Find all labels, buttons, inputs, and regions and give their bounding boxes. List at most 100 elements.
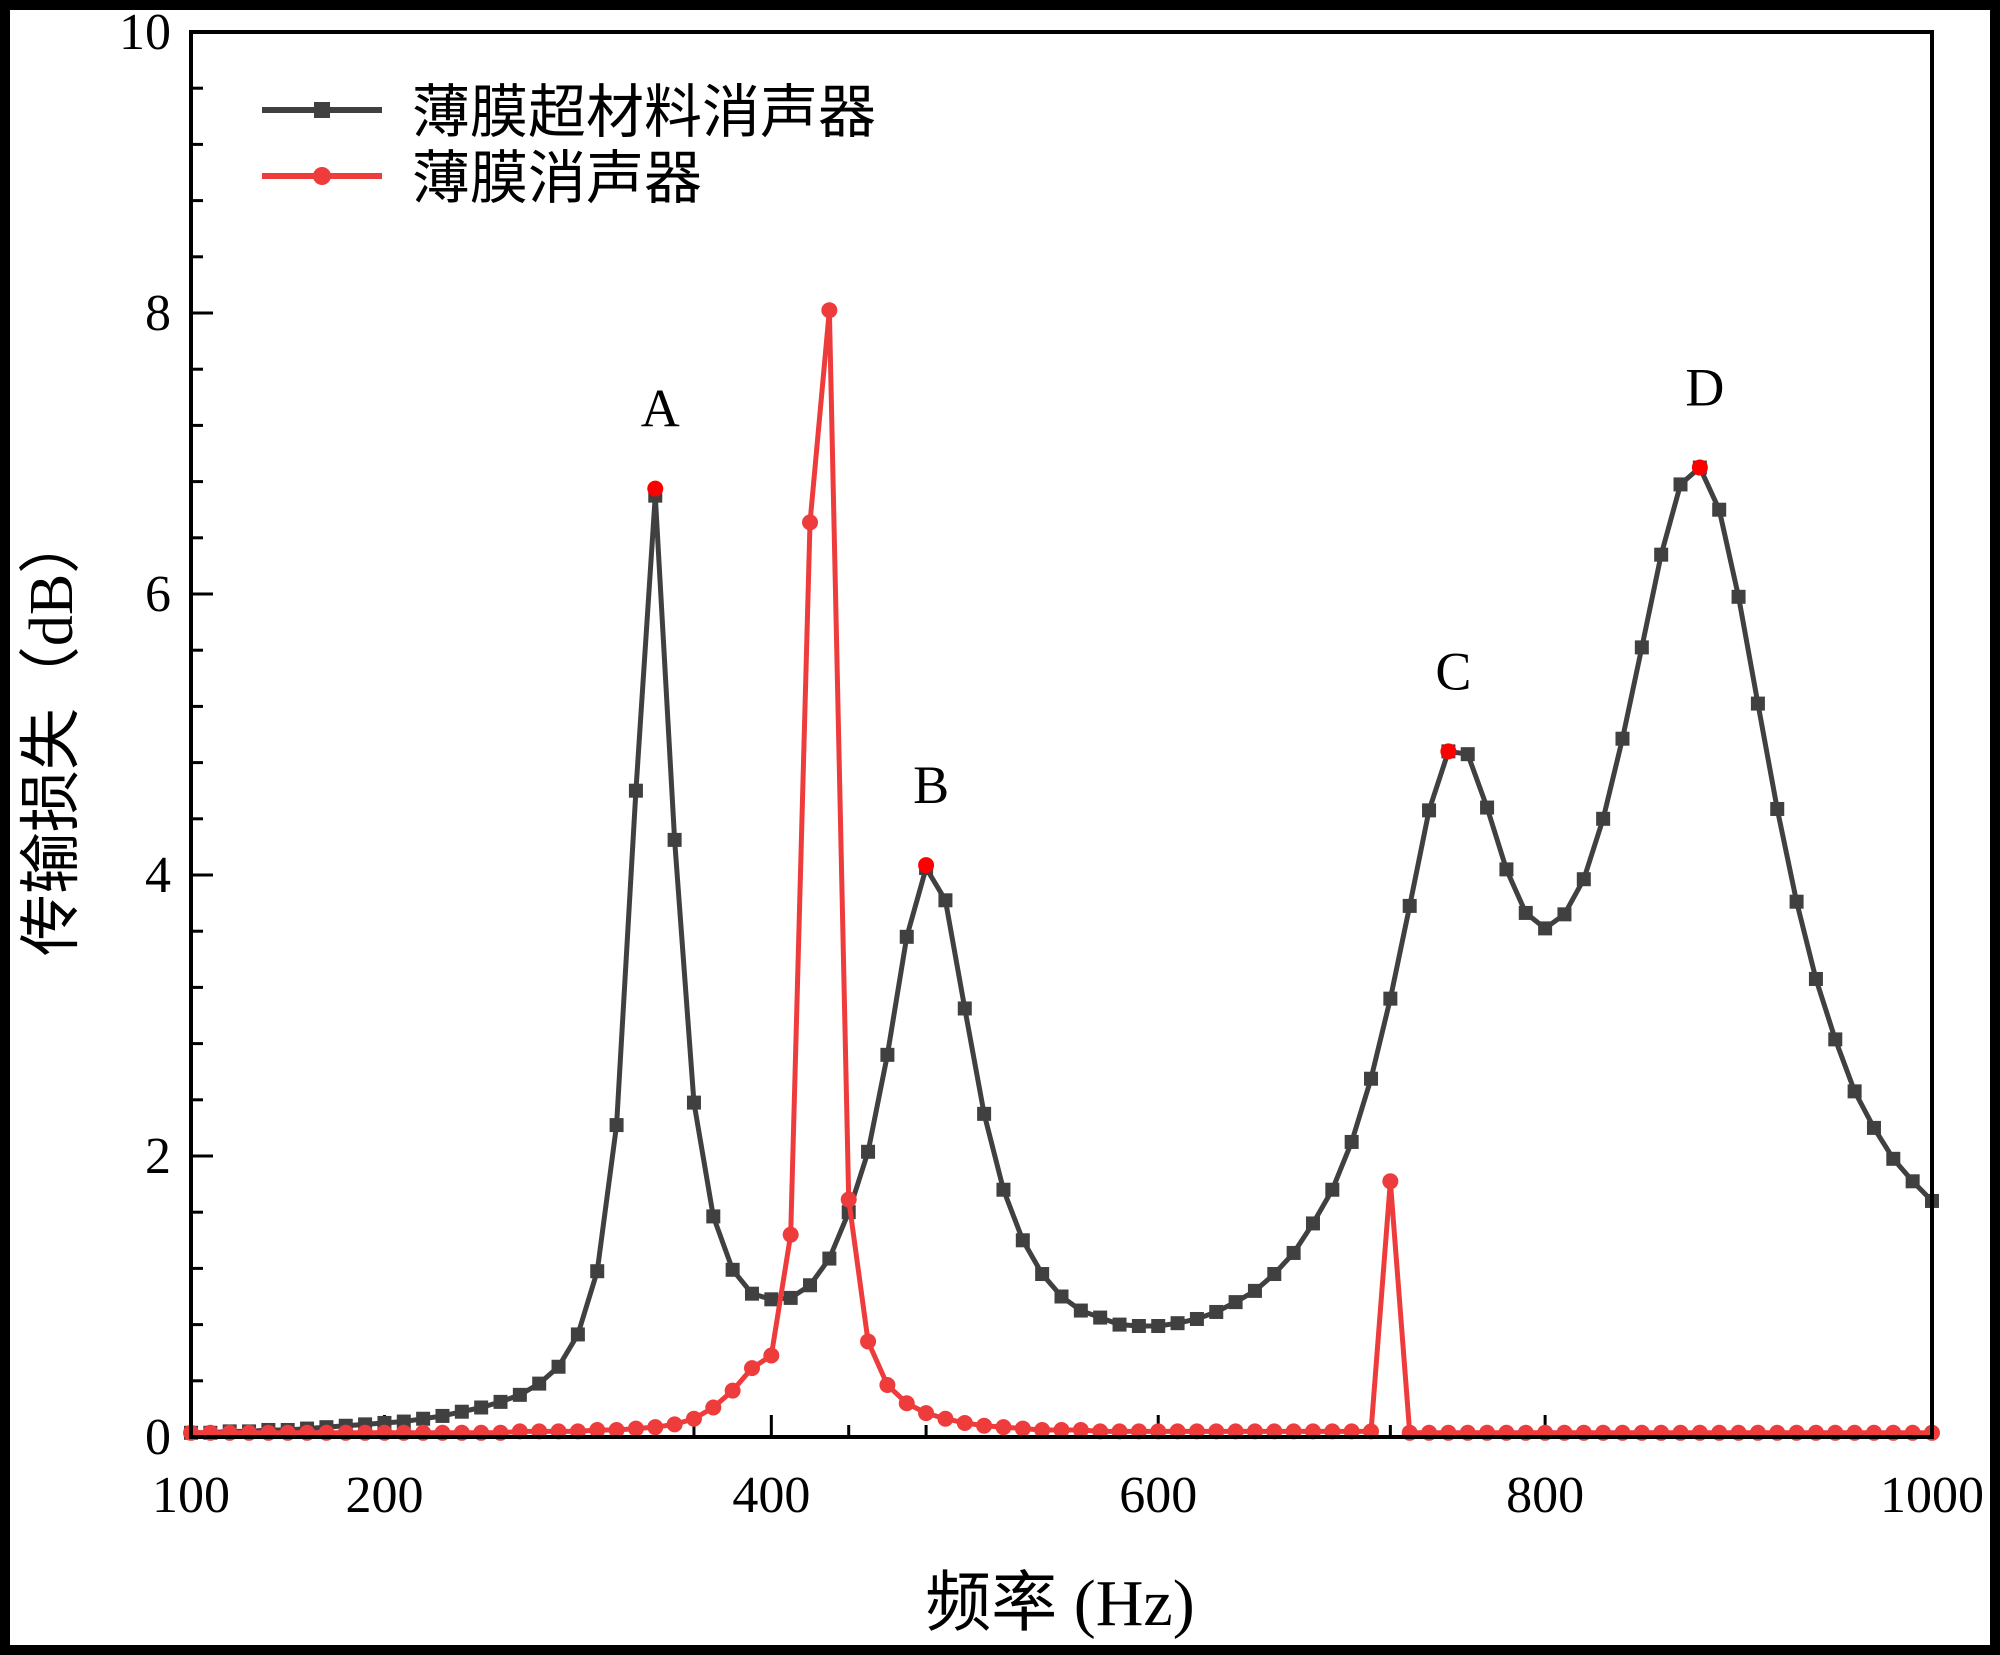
data-point: [763, 1347, 780, 1364]
y-tick-label: 0: [145, 1409, 171, 1466]
data-point: [1886, 1151, 1901, 1166]
data-point: [1499, 862, 1514, 877]
data-point: [996, 1182, 1011, 1197]
legend-marker: [314, 102, 330, 118]
data-point: [1247, 1283, 1262, 1298]
data-point: [1072, 1421, 1089, 1438]
data-point: [1673, 477, 1688, 492]
x-axis-label: 频率 (Hz): [925, 1567, 1194, 1640]
legend-label: 薄膜超材料消声器: [412, 80, 876, 145]
figure-background: [10, 10, 1990, 1645]
data-point: [1576, 872, 1591, 887]
data-point: [1808, 971, 1823, 986]
data-point: [821, 302, 838, 319]
data-point: [1073, 1303, 1088, 1318]
peak-label: C: [1435, 641, 1471, 701]
data-point: [1634, 640, 1649, 655]
data-point: [1828, 1032, 1843, 1047]
data-point: [1596, 811, 1611, 826]
data-point: [803, 1278, 818, 1293]
x-tick-label: 600: [1119, 1467, 1197, 1524]
data-point: [570, 1327, 585, 1342]
data-point: [1305, 1216, 1320, 1231]
data-point: [783, 1290, 798, 1305]
data-point: [764, 1292, 779, 1307]
data-point: [956, 1414, 973, 1431]
data-point: [647, 1419, 664, 1436]
data-point: [1422, 803, 1437, 818]
data-point: [1712, 502, 1727, 517]
data-point: [1402, 898, 1417, 913]
legend-item-1: 薄膜超材料消声器: [262, 80, 876, 145]
data-point: [666, 1416, 683, 1433]
data-point: [454, 1404, 469, 1419]
data-point: [976, 1417, 993, 1434]
data-point: [822, 1251, 837, 1266]
data-point: [1189, 1311, 1204, 1326]
data-point: [1170, 1316, 1185, 1331]
peak-marker: [918, 857, 935, 874]
data-point: [685, 1410, 702, 1427]
data-point: [840, 1191, 857, 1208]
data-point: [995, 1419, 1012, 1436]
data-point: [725, 1262, 740, 1277]
data-point: [1383, 991, 1398, 1006]
x-tick-label: 1000: [1880, 1467, 1984, 1524]
data-point: [1286, 1245, 1301, 1260]
data-point: [590, 1264, 605, 1279]
data-point: [1654, 547, 1669, 562]
data-point: [782, 1226, 799, 1243]
data-point: [416, 1411, 431, 1426]
y-tick-label: 6: [145, 566, 171, 623]
legend-item-2: 薄膜消声器: [262, 146, 702, 211]
peak-label: D: [1685, 358, 1724, 418]
data-point: [589, 1421, 606, 1438]
data-point: [1460, 747, 1475, 762]
data-point: [1112, 1317, 1127, 1332]
data-point: [686, 1095, 701, 1110]
data-point: [918, 1405, 935, 1422]
data-point: [1014, 1420, 1031, 1437]
data-point: [1750, 696, 1765, 711]
data-point: [860, 1333, 877, 1350]
data-point: [879, 1377, 896, 1394]
data-point: [551, 1359, 566, 1374]
y-tick-label: 8: [145, 285, 171, 342]
data-point: [1770, 801, 1785, 816]
data-point: [1053, 1421, 1070, 1438]
data-point: [724, 1382, 741, 1399]
data-point: [1382, 1173, 1399, 1190]
data-point: [1847, 1084, 1862, 1099]
x-tick-label: 800: [1506, 1467, 1584, 1524]
data-point: [1538, 921, 1553, 936]
data-point: [1866, 1120, 1881, 1135]
data-point: [880, 1047, 895, 1062]
data-point: [1557, 907, 1572, 922]
x-tick-label: 100: [152, 1467, 230, 1524]
peak-marker: [1440, 743, 1457, 760]
peak-label: A: [641, 379, 680, 439]
data-point: [1034, 1421, 1051, 1438]
data-point: [1093, 1310, 1108, 1325]
data-point: [957, 1001, 972, 1016]
annotation-layer: A B C D: [641, 358, 1724, 874]
data-point: [1615, 731, 1630, 746]
data-point: [667, 832, 682, 847]
data-point: [1054, 1289, 1069, 1304]
data-point: [1151, 1319, 1166, 1334]
data-point: [609, 1118, 624, 1133]
data-point: [608, 1421, 625, 1438]
data-point: [977, 1106, 992, 1121]
legend-marker: [313, 167, 331, 185]
axis-ticks: 100 200 400 600 800 1000 0 2 4 6 8 10: [119, 4, 1984, 1524]
legend-label: 薄膜消声器: [412, 146, 702, 211]
data-point: [898, 1395, 915, 1412]
data-point: [493, 1394, 508, 1409]
y-tick-label: 4: [145, 847, 171, 904]
data-point: [802, 514, 819, 531]
data-point: [1905, 1174, 1920, 1189]
data-point: [1518, 905, 1533, 920]
data-point: [628, 783, 643, 798]
peak-marker: [647, 480, 664, 497]
